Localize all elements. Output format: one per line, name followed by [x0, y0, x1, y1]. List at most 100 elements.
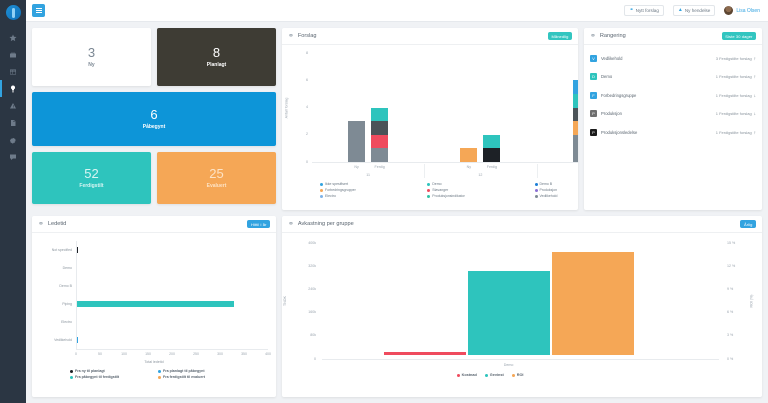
legend-label: Fra planlagt til påbegynt — [163, 369, 205, 373]
legend-color-dot — [484, 373, 488, 377]
bulb-icon: ⚭ — [629, 7, 634, 13]
legend-color-dot — [534, 182, 538, 186]
rangering-row[interactable]: F Forbedringsgruppe 1 Ferdigstilte forslag… — [590, 86, 756, 105]
rangering-row[interactable]: V Vedlikehold 3 Ferdigstilte forslag ↑ — [590, 49, 756, 68]
x-axis-subcategory: Ny — [569, 165, 578, 169]
rangering-badge[interactable]: Siste 30 dager — [721, 32, 756, 40]
legend-item[interactable]: Gevinst — [484, 373, 504, 377]
kpi-tile-pabegynt[interactable]: 6 Påbegynt — [32, 92, 276, 146]
legend-label: Stavanger — [432, 188, 449, 192]
new-suggestion-label: Nytt forslag — [635, 8, 659, 13]
legend-item[interactable]: Fra påbegynt til ferdigstilt — [70, 375, 158, 379]
trend-arrow-icon: ↓ — [753, 92, 756, 98]
user-menu[interactable]: Lisa Olsen — [724, 6, 760, 15]
ledetid-badge[interactable]: Hittil i år — [247, 220, 270, 228]
app-logo[interactable] — [5, 5, 21, 20]
kpi-tile-ferdigstilt[interactable]: 52 Ferdigstilt — [32, 152, 151, 204]
kpi-tile-evaluert[interactable]: 25 Evaluert — [157, 152, 276, 204]
legend-label: Kostnad — [461, 373, 477, 377]
bar-segment — [371, 134, 389, 149]
bar[interactable] — [383, 351, 466, 355]
legend-item[interactable]: Produksjon — [534, 188, 579, 192]
legend-color-dot — [534, 188, 538, 192]
legend-item[interactable]: Ikke spesifisert — [320, 182, 427, 186]
avkastning-badge[interactable]: Årlig — [740, 220, 756, 228]
sidebar-item-incidents[interactable] — [0, 97, 26, 114]
legend-item[interactable]: Vedlikehold — [534, 194, 579, 198]
legend-item[interactable]: Fra ny til planlagt — [70, 369, 158, 373]
sidebar-item-documents[interactable] — [0, 114, 26, 131]
y-axis-tick-right: 6 % — [727, 310, 734, 315]
bar[interactable] — [551, 252, 634, 355]
rangering-group-name: Produksjonsledelse — [601, 129, 638, 135]
legend-item[interactable]: Electro — [320, 194, 427, 198]
ledetid-card: ⚭ Ledetid Hittil i år Not specified Demo D… — [32, 216, 276, 397]
sidebar-item-chat[interactable] — [0, 148, 26, 165]
rangering-row[interactable]: P Produksjon 1 Ferdigstilte forslag ↓ — [590, 105, 756, 124]
bar[interactable] — [371, 107, 389, 162]
bar[interactable] — [76, 300, 235, 308]
legend-item[interactable]: Demo B — [534, 182, 579, 186]
y-axis-tick: 0 — [306, 159, 308, 164]
legend-item[interactable]: Demo — [427, 182, 534, 186]
bar-segment — [572, 80, 578, 94]
sidebar-item-grid[interactable] — [0, 63, 26, 80]
x-axis-tick: 50 — [98, 352, 102, 356]
legend-color-dot — [456, 373, 460, 377]
kpi-label-planlagt: Planlagt — [206, 62, 227, 69]
kpi-value-pabegynt: 6 — [150, 106, 158, 122]
rangering-group-name: Forbedringsgruppe — [601, 92, 637, 98]
new-suggestion-button[interactable]: ⚭ Nytt forslag — [624, 5, 664, 16]
trend-arrow-icon: ↑ — [753, 74, 756, 80]
sidebar-item-star[interactable] — [0, 29, 26, 46]
y-axis-category: Demo — [62, 265, 72, 270]
legend-item[interactable]: Forbedringsgrupper — [320, 188, 427, 192]
rangering-row[interactable]: D Demo 1 Ferdigstilte forslag ↑ — [590, 68, 756, 87]
bar-segment — [348, 121, 366, 162]
bar[interactable] — [348, 121, 366, 162]
group-initial-badge: F — [590, 91, 597, 99]
sidebar-item-suggestions[interactable] — [0, 80, 26, 97]
main-area: ⚭ Nytt forslag ▲ Ny hendelse Lisa Olsen — [26, 0, 768, 403]
avkastning-header: ⚭ Avkastning per gruppe Årlig — [282, 216, 762, 233]
legend-item[interactable]: ROI — [511, 373, 523, 377]
y-axis-category: Demo B — [59, 283, 72, 288]
sidebar-item-settings[interactable] — [0, 131, 26, 148]
kpi-value-ny: 3 — [87, 44, 96, 60]
group-separator — [424, 164, 426, 178]
x-axis-subcategory: Ny — [354, 165, 359, 169]
kpi-tile-planlagt[interactable]: 8 Planlagt — [157, 28, 276, 86]
sidebar-item-briefcase[interactable] — [0, 46, 26, 63]
y-axis-tick: 4 — [306, 105, 308, 109]
bulb-icon: ⚭ — [288, 32, 294, 40]
bar[interactable] — [460, 148, 478, 162]
kpi-tile-ny[interactable]: 3 Ny — [32, 28, 151, 86]
legend-color-dot — [158, 369, 161, 373]
bar[interactable] — [467, 270, 550, 355]
legend-color-dot — [158, 375, 161, 379]
bar[interactable] — [572, 80, 578, 162]
y-axis-tick-right: 15 % — [727, 240, 736, 245]
bar[interactable] — [76, 246, 79, 254]
group-separator — [536, 164, 538, 178]
legend-item[interactable]: Stavanger — [427, 188, 534, 192]
legend-color-dot — [427, 194, 431, 198]
forslag-chart: Antall forslag02468NyFerdig11NyFerdig12N… — [282, 45, 578, 210]
legend-item[interactable]: Produksjonsindikator — [427, 194, 534, 198]
menu-toggle-button[interactable] — [32, 4, 45, 17]
group-initial-badge: P — [590, 110, 597, 118]
legend-color-dot — [70, 375, 73, 379]
x-axis-subcategory: Ferdig — [374, 165, 385, 169]
legend-item[interactable]: Fra ferdigstilt til evaluert — [158, 375, 246, 379]
legend-item[interactable]: Fra planlagt til påbegynt — [158, 369, 246, 373]
rangering-row[interactable]: P Produksjonsledelse 1 Ferdigstilte forsla… — [590, 123, 756, 142]
legend-item[interactable]: Kostnad — [456, 373, 477, 377]
bar-segment — [76, 336, 79, 344]
forslag-badge[interactable]: Månedlig — [547, 32, 572, 40]
legend-label: Fra ny til planlagt — [75, 369, 105, 373]
bar[interactable] — [483, 134, 501, 162]
new-event-button[interactable]: ▲ Ny hendelse — [672, 5, 716, 16]
kpi-panel: 3 Ny 8 Planlagt 6 Påbegynt — [32, 28, 276, 210]
topbar: ⚭ Nytt forslag ▲ Ny hendelse Lisa Olsen — [26, 0, 768, 22]
legend-label: Electro — [325, 194, 336, 198]
